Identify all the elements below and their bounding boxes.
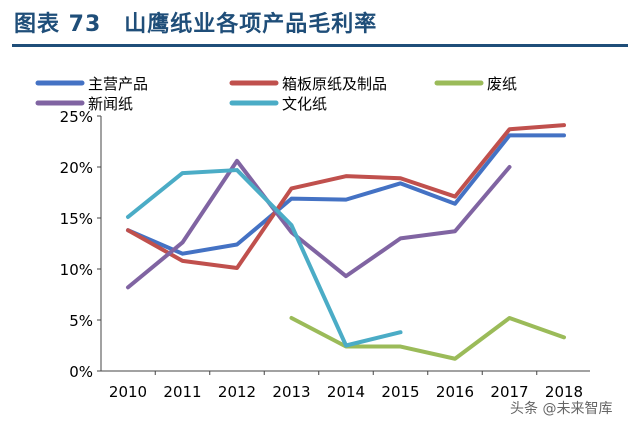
watermark: 头条 @未来智库 [510, 401, 613, 417]
page-title: 图表 73 山鹰纸业各项产品毛利率 [14, 12, 378, 37]
series-line-2 [126, 123, 566, 270]
x-tick-label: 2011 [163, 383, 201, 401]
legend-label: 新闻纸 [88, 95, 133, 113]
y-tick-label: 5% [69, 312, 93, 330]
x-tick-label: 2010 [109, 383, 147, 401]
series-line-3 [289, 315, 566, 361]
x-tick-label: 2016 [436, 383, 474, 401]
legend-label: 文化纸 [282, 95, 327, 113]
series-line-4 [126, 158, 512, 290]
legend-label: 主营产品 [88, 75, 148, 93]
y-tick-label: 10% [60, 261, 93, 279]
title-divider [12, 44, 628, 47]
series-line-5 [126, 168, 403, 348]
y-tick-label: 0% [69, 363, 93, 381]
legend-label: 箱板原纸及制品 [282, 75, 387, 93]
x-tick-label: 2017 [490, 383, 528, 401]
series-line-1 [126, 133, 566, 256]
x-tick-label: 2012 [218, 383, 256, 401]
y-tick-label: 25% [60, 108, 93, 126]
y-tick-label: 20% [60, 159, 93, 177]
x-tick-label: 2013 [272, 383, 310, 401]
y-tick-label: 15% [60, 210, 93, 228]
x-tick-label: 2018 [545, 383, 583, 401]
x-tick-label: 2015 [381, 383, 419, 401]
legend-label: 废纸 [487, 75, 517, 93]
x-tick-label: 2014 [327, 383, 365, 401]
